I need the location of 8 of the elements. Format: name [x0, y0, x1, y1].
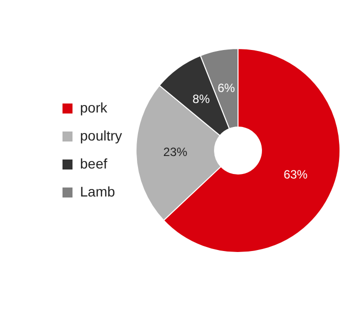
legend-label: poultry — [80, 127, 122, 144]
legend-label: pork — [80, 99, 108, 116]
legend-label: beef — [80, 155, 108, 172]
legend-label: Lamb — [80, 183, 116, 200]
data-label: 6% — [218, 81, 236, 96]
data-label: 63% — [284, 168, 308, 182]
data-label: 8% — [192, 92, 210, 106]
data-label: 23% — [163, 144, 188, 159]
